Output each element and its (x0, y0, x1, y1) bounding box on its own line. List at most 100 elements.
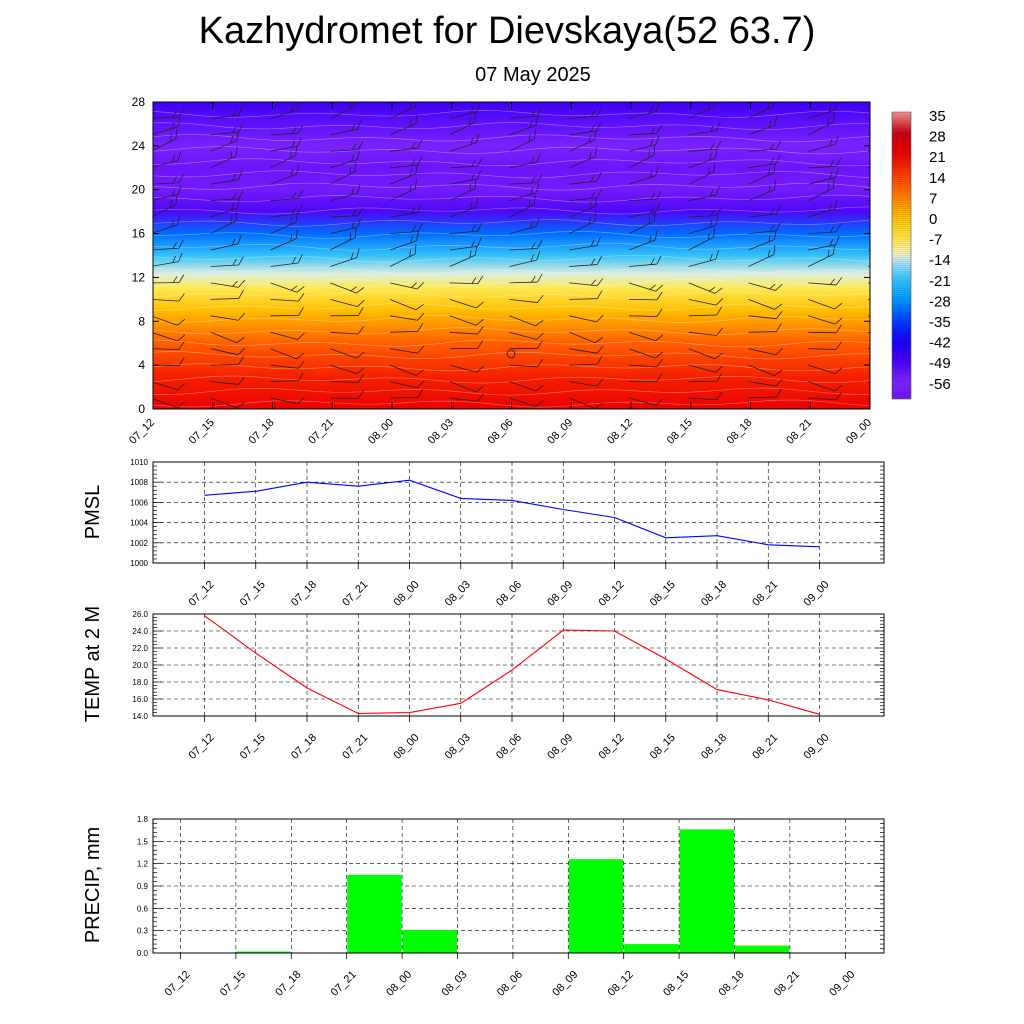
wind-barb (449, 197, 479, 218)
pmsl-xtick-label-3: 07_21 (340, 579, 370, 609)
precip-ytick-label-6: 1.8 (137, 815, 149, 824)
wind-barb (748, 364, 783, 376)
contour-line (153, 231, 870, 239)
colorbar-label-8: -21 (929, 273, 951, 290)
wind-barb (808, 364, 843, 375)
wind-barb (270, 204, 303, 218)
wind-barb (153, 315, 186, 326)
wind-barb (330, 348, 365, 359)
precip-xtick-label-2: 07_18 (273, 969, 303, 999)
wind-barb (330, 120, 362, 136)
wind-barb (509, 174, 543, 185)
wind-barb (688, 207, 722, 218)
wind-barb (808, 244, 835, 267)
precip-xtick-label-7: 08_09 (550, 969, 580, 999)
wind-barb (808, 199, 838, 218)
wind-barb (449, 179, 477, 202)
wind-barb (270, 124, 304, 136)
wind-barb (389, 281, 425, 290)
wind-barb (569, 256, 603, 267)
wind-barb (569, 172, 602, 185)
colorbar-label-2: 21 (929, 149, 946, 166)
contour-line (153, 134, 870, 143)
wind-barb (628, 397, 664, 406)
wind-barb (330, 282, 365, 294)
pmsl-xtick-label-1: 07_15 (238, 579, 268, 609)
temp-frame (152, 613, 885, 717)
wind-barb (210, 397, 245, 409)
wind-barb (449, 133, 480, 152)
section-ytick-label-7: 28 (132, 95, 146, 109)
pmsl-frame (152, 461, 885, 564)
wind-barb (330, 184, 361, 202)
pmsl-xtick-label-0: 07_12 (187, 579, 217, 609)
wind-barb (153, 274, 185, 284)
wind-barb (449, 170, 482, 185)
temp-ylabel: TEMP at 2 M (82, 606, 104, 722)
section-ytick-label-3: 12 (132, 270, 146, 284)
pmsl-xtick-label-4: 08_00 (392, 579, 422, 609)
colorbar-stripes (892, 113, 911, 398)
wind-barb (509, 331, 544, 340)
chart-subtitle: 07 May 2025 (475, 64, 591, 86)
wind-barb (569, 130, 597, 152)
temp-ytick-label-2: 18.0 (132, 678, 148, 687)
colorbar: 35 28 21 14 7 0 -7 -14 -21 -28 -35 -42 -49 -56 (891, 108, 951, 400)
wind-barb (389, 179, 417, 202)
wind-barb (808, 178, 835, 202)
colorbar-labels: 35 28 21 14 7 0 -7 -14 -21 -28 -35 -42 -49 -56 (929, 108, 951, 393)
contour-line (153, 375, 870, 384)
wind-barb (628, 102, 660, 119)
wind-barb (748, 310, 783, 320)
contour-line (153, 339, 870, 348)
temp-xtick-label-5: 08_03 (443, 732, 473, 762)
pmsl-panel: 1000 1002 1004 1006 1008 1010 07_12 07_15 07_18 0… (130, 458, 885, 609)
wind-barb (210, 280, 245, 288)
wind-barb (270, 229, 298, 251)
precip-xtick-label-8: 08_12 (606, 969, 636, 999)
precip-xtick-label-6: 08_06 (495, 969, 525, 999)
wind-barb (808, 324, 842, 334)
wind-barb (688, 298, 724, 306)
precip-ytick-label-5: 1.5 (137, 837, 149, 846)
contour-line (153, 266, 870, 275)
wind-barb (449, 157, 483, 169)
wind-barb (509, 217, 540, 234)
precip-xtick-label-11: 08_21 (772, 969, 802, 999)
wind-barb (210, 331, 245, 344)
contour-line (153, 363, 870, 372)
wind-barb (270, 360, 305, 369)
wind-barb (389, 156, 423, 169)
wind-barb (569, 397, 604, 409)
wind-barb (330, 307, 364, 317)
wind-barb (389, 244, 417, 267)
wind-barb (628, 373, 663, 382)
wind-barb (569, 197, 598, 218)
wind-barb (449, 102, 481, 119)
wind-barb (270, 137, 302, 152)
wind-barb (389, 203, 422, 218)
section-ytick-label-2: 8 (138, 314, 145, 328)
wind-barb (748, 245, 776, 267)
temp-xtick-label-4: 08_00 (392, 732, 422, 762)
wind-barb (748, 347, 783, 356)
wind-barb (808, 135, 839, 152)
wind-barb (569, 355, 603, 366)
contour-line (153, 315, 870, 323)
section-xtick-label-12: 09_00 (844, 417, 874, 447)
section-xtick-label-4: 08_00 (366, 417, 396, 447)
wind-barb (688, 250, 719, 267)
wind-barb (153, 151, 182, 169)
wind-barb (389, 380, 425, 389)
wind-barb (389, 388, 424, 399)
wind-barb (628, 202, 661, 218)
contour-line (153, 146, 870, 155)
wind-barb (449, 275, 484, 285)
wind-barb (748, 180, 777, 202)
wind-barb (509, 381, 544, 392)
wind-barb (569, 236, 601, 251)
wind-barb (449, 222, 483, 234)
wind-barb (808, 168, 839, 185)
wind-barb (330, 374, 364, 383)
wind-barb (330, 207, 364, 218)
